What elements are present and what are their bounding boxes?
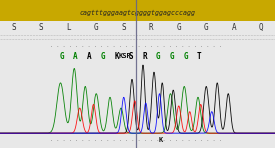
- Text: K: K: [115, 53, 119, 61]
- Text: G: G: [94, 23, 98, 32]
- Text: A: A: [87, 53, 92, 61]
- Text: R: R: [149, 23, 153, 32]
- Text: S: S: [39, 23, 43, 32]
- Text: G: G: [156, 53, 160, 61]
- Text: G: G: [60, 53, 64, 61]
- FancyBboxPatch shape: [0, 0, 275, 21]
- Text: G: G: [204, 23, 208, 32]
- Text: K: K: [159, 137, 163, 143]
- Text: S: S: [122, 23, 126, 32]
- Text: R: R: [142, 53, 147, 61]
- Text: A: A: [232, 23, 236, 32]
- Text: A: A: [73, 53, 78, 61]
- Text: G: G: [183, 53, 188, 61]
- Text: KSR: KSR: [119, 53, 131, 59]
- Text: . . . . . . . . . . . . . . . . . . . . . . . . . . . .: . . . . . . . . . . . . . . . . . . . . …: [50, 43, 225, 48]
- Text: S: S: [12, 23, 16, 32]
- Text: Q: Q: [259, 23, 263, 32]
- Text: L: L: [67, 23, 71, 32]
- Text: T: T: [197, 53, 202, 61]
- Text: cagtttgggaagtcggggtggagcccagg: cagtttgggaagtcggggtggagcccagg: [79, 9, 196, 16]
- Text: G: G: [177, 23, 181, 32]
- Text: G: G: [170, 53, 174, 61]
- Text: S: S: [128, 53, 133, 61]
- Text: . . . . . . . . . . . . . . . . . . . . . . . . . . . .: . . . . . . . . . . . . . . . . . . . . …: [50, 137, 225, 142]
- Text: G: G: [101, 53, 105, 61]
